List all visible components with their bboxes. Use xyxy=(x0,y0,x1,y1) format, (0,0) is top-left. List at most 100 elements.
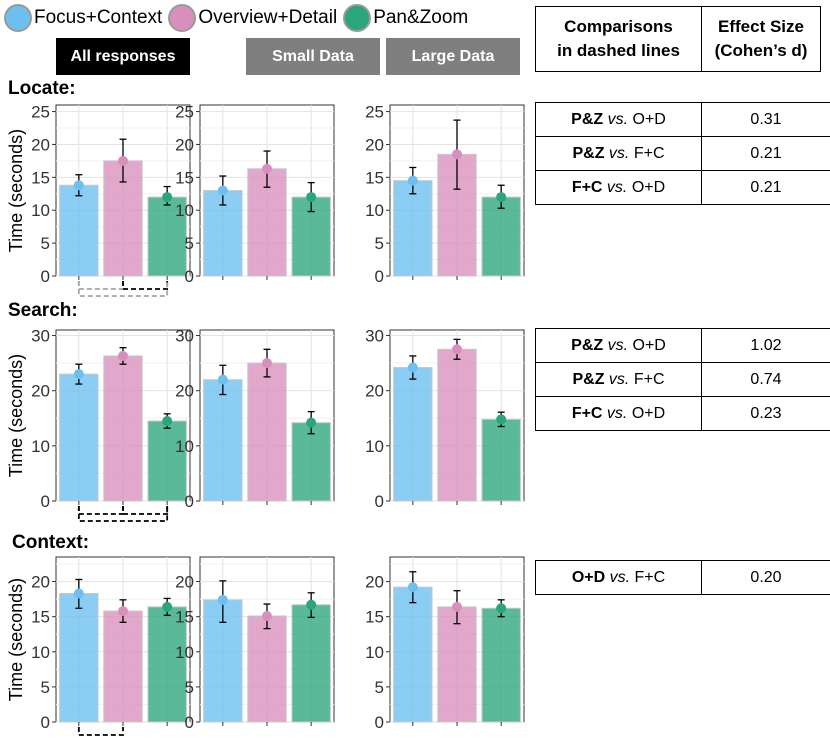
y-tick-label: 0 xyxy=(375,267,384,286)
mean-point-overview-detail xyxy=(452,601,462,612)
mean-point-focus-context xyxy=(407,175,418,186)
comparison-vs: vs. xyxy=(604,144,634,162)
y-tick-label: 10 xyxy=(365,643,384,662)
mean-point-focus-context xyxy=(407,362,418,373)
comparison-a: P&Z xyxy=(571,336,604,354)
focus-context-swatch-icon xyxy=(4,4,32,32)
bar-pan-zoom xyxy=(481,418,521,502)
y-tick-label: 0 xyxy=(41,713,50,732)
mean-point-focus-context xyxy=(73,180,84,191)
mean-point-focus-context xyxy=(217,185,228,196)
section-label-locate: Locate: xyxy=(8,78,76,99)
y-tick-label: 0 xyxy=(185,267,194,286)
bar-focus-context xyxy=(59,184,99,277)
mean-point-pan-zoom xyxy=(496,192,507,203)
comparison-b: O+D xyxy=(632,110,666,128)
mean-point-pan-zoom xyxy=(496,414,507,425)
dashed-comparison-bracket xyxy=(122,506,169,515)
bar-focus-context xyxy=(393,367,433,502)
comparison-a: F+C xyxy=(571,404,603,422)
mean-point-overview-detail xyxy=(262,610,272,621)
effect-size-row: F+C vs. O+D 0.23 xyxy=(535,396,830,431)
mean-point-overview-detail xyxy=(262,163,272,174)
bar-focus-context xyxy=(59,593,99,723)
mean-point-overview-detail xyxy=(118,606,128,617)
y-axis-label: Time (seconds) xyxy=(6,354,26,477)
mean-point-overview-detail xyxy=(118,350,128,361)
dashed-comparison-bracket xyxy=(77,506,124,515)
effect-size-value: 0.31 xyxy=(701,102,830,137)
comparison-b: F+C xyxy=(634,568,666,586)
comparison-a: P&Z xyxy=(571,110,604,128)
tag-large-data: Large Data xyxy=(386,38,520,75)
y-tick-label: 0 xyxy=(41,492,50,511)
bar-pan-zoom xyxy=(147,196,187,277)
section-label-context: Context: xyxy=(12,532,90,553)
pan-zoom-swatch-icon xyxy=(343,4,372,32)
dashed-comparison-bracket xyxy=(77,727,124,736)
mean-point-pan-zoom xyxy=(306,192,317,203)
y-tick-label: 15 xyxy=(175,608,194,627)
legend-item-pan-zoom: Pan&Zoom xyxy=(343,4,468,32)
y-tick-label: 5 xyxy=(185,234,194,253)
chart-locate-all: Time (seconds) 0 5 10 15 20 25 xyxy=(6,103,191,297)
comparison-vs: vs. xyxy=(605,568,635,586)
y-tick-label: 10 xyxy=(31,201,50,220)
y-tick-label: 10 xyxy=(175,201,194,220)
bar-focus-context xyxy=(203,379,243,502)
y-tick-label: 25 xyxy=(31,103,50,122)
comparison-b: O+D xyxy=(632,336,666,354)
y-tick-label: 0 xyxy=(185,492,194,511)
y-tick-label: 15 xyxy=(31,608,50,627)
y-tick-label: 15 xyxy=(365,168,384,187)
y-tick-label: 5 xyxy=(375,234,384,253)
comparison-vs: vs. xyxy=(602,404,632,422)
comparison-a: F+C xyxy=(571,178,603,196)
bar-overview-detail xyxy=(437,348,477,502)
y-tick-label: 20 xyxy=(175,382,194,401)
mean-point-focus-context xyxy=(73,369,84,380)
chart-search-small: 0 10 20 30 xyxy=(175,327,335,511)
mean-point-overview-detail xyxy=(118,155,128,166)
legend-label: Pan&Zoom xyxy=(373,7,469,28)
mean-point-focus-context xyxy=(217,594,228,605)
y-tick-label: 0 xyxy=(41,267,50,286)
y-tick-label: 0 xyxy=(375,713,384,732)
effect-size-value: 1.02 xyxy=(701,328,830,363)
y-tick-label: 15 xyxy=(31,168,50,187)
effect-size-header-line-1: Effect Size xyxy=(718,17,804,36)
effect-size-row: P&Z vs. O+D 1.02 xyxy=(535,328,830,363)
bar-pan-zoom xyxy=(291,422,331,502)
y-tick-label: 30 xyxy=(31,327,50,346)
comparison-vs: vs. xyxy=(603,336,633,354)
legend: Focus+Context Overview+Detail Pan&Zoom xyxy=(4,2,474,34)
y-tick-label: 15 xyxy=(365,608,384,627)
comparisons-header-line-2: in dashed lines xyxy=(557,41,680,60)
bar-focus-context xyxy=(393,586,433,723)
comparisons-header: Comparisons in dashed lines xyxy=(535,6,702,72)
legend-label: Focus+Context xyxy=(34,7,163,28)
y-tick-label: 5 xyxy=(41,678,50,697)
comparison-cell: P&Z vs. F+C xyxy=(535,362,702,397)
comparison-vs: vs. xyxy=(604,370,634,388)
mean-point-pan-zoom xyxy=(306,417,317,428)
legend-label: Overview+Detail xyxy=(198,7,338,28)
comparison-vs: vs. xyxy=(602,178,632,196)
y-tick-label: 20 xyxy=(365,135,384,154)
effect-size-table-search: P&Z vs. O+D 1.02 P&Z vs. F+C 0.74 F+C vs. O+… xyxy=(535,328,830,431)
chart-context-small: 0 5 10 15 20 xyxy=(175,556,335,732)
y-tick-label: 20 xyxy=(31,135,50,154)
chart-locate-small: 0 5 10 15 20 25 xyxy=(175,103,335,286)
effect-size-row: O+D vs. F+C 0.20 xyxy=(535,560,830,595)
comparisons-header-line-1: Comparisons xyxy=(564,17,673,36)
comparison-cell: P&Z vs. F+C xyxy=(535,136,702,171)
bar-overview-detail xyxy=(103,610,143,723)
y-axis-label: Time (seconds) xyxy=(6,578,26,701)
bar-pan-zoom xyxy=(481,196,521,277)
mean-point-pan-zoom xyxy=(162,416,173,427)
effect-size-row: P&Z vs. O+D 0.31 xyxy=(535,102,830,137)
y-tick-label: 0 xyxy=(375,492,384,511)
effect-size-value: 0.21 xyxy=(701,170,830,205)
y-tick-label: 15 xyxy=(175,168,194,187)
y-tick-label: 10 xyxy=(31,643,50,662)
